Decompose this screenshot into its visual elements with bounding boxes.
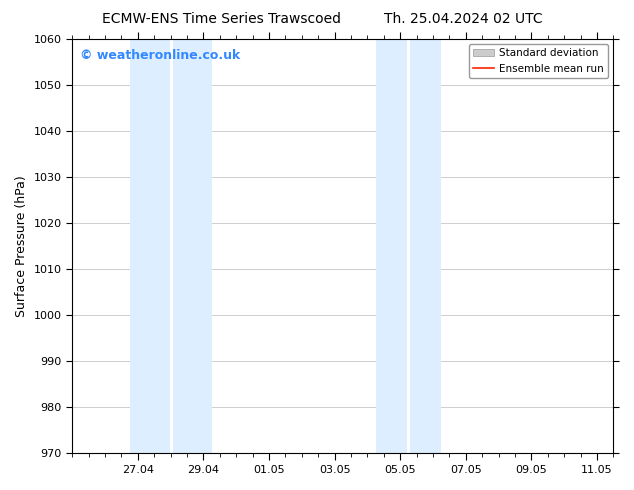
Legend: Standard deviation, Ensemble mean run: Standard deviation, Ensemble mean run xyxy=(469,44,608,78)
Bar xyxy=(129,39,212,453)
Y-axis label: Surface Pressure (hPa): Surface Pressure (hPa) xyxy=(15,175,28,317)
Text: © weatheronline.co.uk: © weatheronline.co.uk xyxy=(81,49,240,62)
Text: ECMW-ENS Time Series Trawscoed: ECMW-ENS Time Series Trawscoed xyxy=(103,12,341,26)
Text: Th. 25.04.2024 02 UTC: Th. 25.04.2024 02 UTC xyxy=(384,12,542,26)
Bar xyxy=(375,39,441,453)
